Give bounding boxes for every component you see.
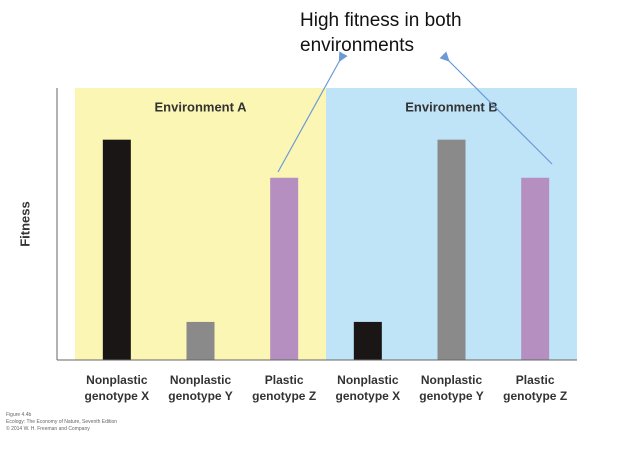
x-tick-label: Nonplastic genotype X (335, 373, 401, 403)
bar (437, 139, 466, 360)
x-tick-label: Nonplastic genotype Y (419, 373, 484, 403)
footnote: © 2014 W. H. Freeman and Company (6, 426, 90, 432)
bar (186, 321, 215, 360)
panel-title: Environment A (155, 99, 248, 114)
x-tick-label: Nonplastic genotype Y (168, 373, 233, 403)
x-tick-label: Plastic genotype Z (503, 373, 568, 403)
footnote: Ecology: The Economy of Nature, Seventh … (6, 419, 118, 425)
bar (521, 177, 550, 360)
y-axis-label: Fitness (17, 201, 32, 247)
bar (270, 177, 299, 360)
arrow (439, 51, 553, 165)
panel-title: Environment B (405, 99, 497, 114)
bar (353, 321, 382, 360)
bar (102, 139, 131, 360)
arrow (277, 51, 348, 173)
footnote: Figure 4.4b (6, 412, 32, 418)
x-tick-label: Plastic genotype Z (252, 373, 317, 403)
x-tick-label: Nonplastic genotype X (84, 373, 150, 403)
annotation: High fitness in both environments (300, 10, 462, 56)
